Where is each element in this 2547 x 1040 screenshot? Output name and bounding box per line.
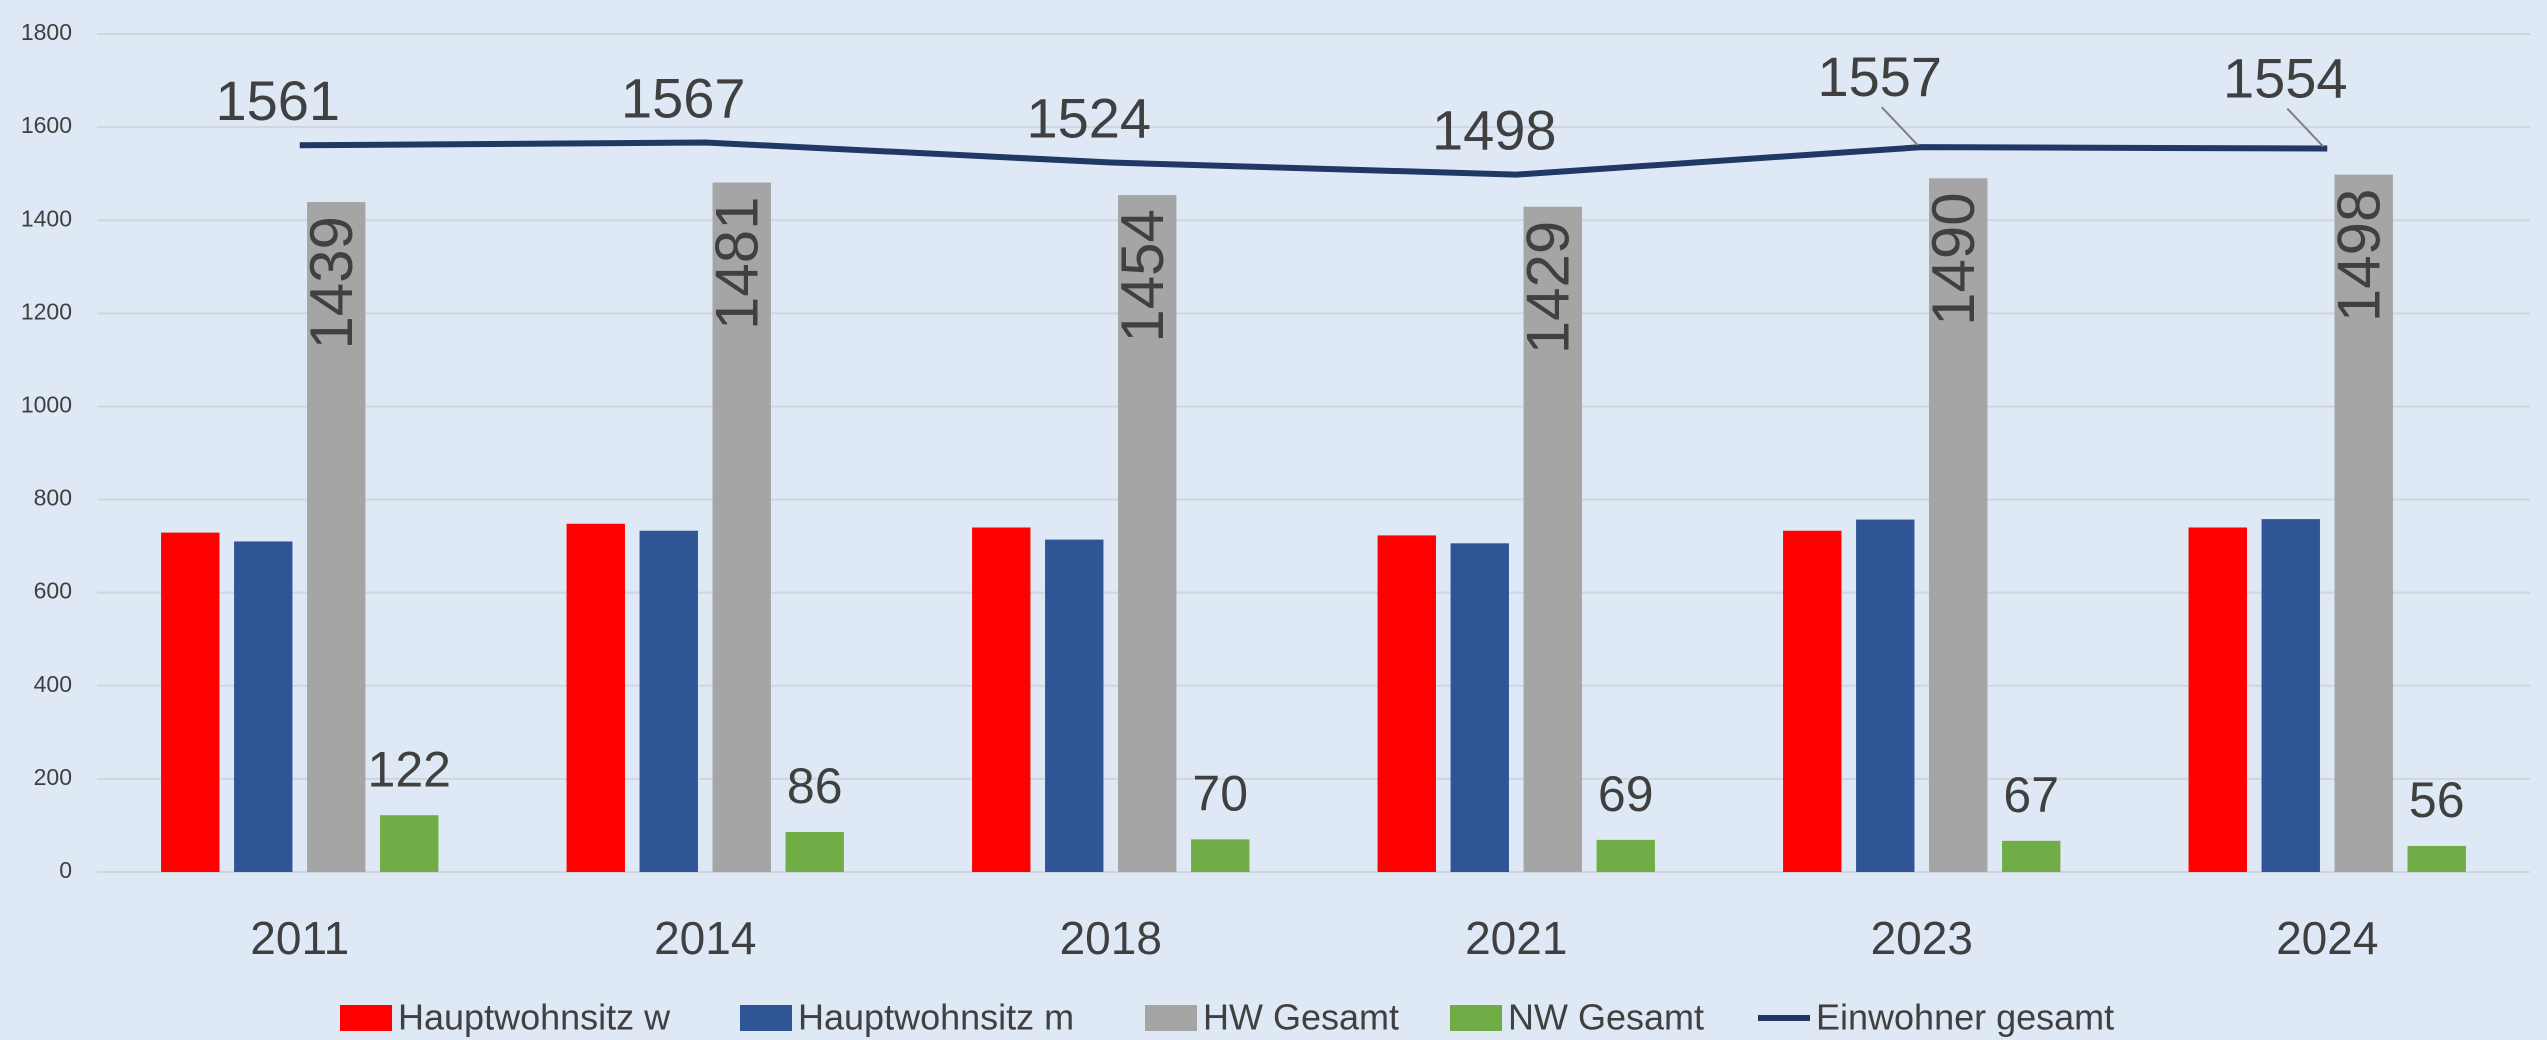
bar (566, 523, 625, 872)
y-tick-label: 400 (34, 671, 72, 697)
data-label: 1498 (1432, 98, 1557, 161)
data-label: 122 (368, 741, 451, 797)
data-label: 67 (2003, 767, 2059, 823)
data-label: 1554 (2223, 46, 2348, 109)
bar (307, 202, 366, 872)
data-label: 1454 (1109, 209, 1176, 342)
data-label: 70 (1192, 766, 1248, 822)
bar (2188, 527, 2247, 872)
bar (1596, 839, 1655, 872)
y-tick-label: 1200 (21, 298, 72, 324)
bar (1523, 206, 1582, 872)
bar (2407, 845, 2466, 872)
data-label: 86 (787, 758, 843, 814)
data-label: 1561 (215, 69, 340, 132)
legend-swatch (740, 1005, 792, 1031)
bar (712, 182, 771, 873)
data-label: 1481 (704, 197, 771, 330)
legend-label: HW Gesamt (1203, 997, 1399, 1038)
x-tick-label: 2023 (1871, 912, 1973, 964)
y-tick-label: 1400 (21, 205, 72, 231)
x-tick-label: 2024 (2276, 912, 2378, 964)
y-tick-label: 1000 (21, 392, 72, 418)
bar (1045, 539, 1104, 872)
y-tick-label: 1800 (21, 19, 72, 45)
bar (1191, 839, 1250, 872)
legend-swatch (1145, 1005, 1197, 1031)
y-tick-label: 0 (59, 857, 72, 883)
bar (972, 527, 1031, 872)
y-tick-label: 1600 (21, 112, 72, 138)
legend-label: Hauptwohnsitz w (398, 997, 671, 1038)
bar (380, 815, 439, 872)
bar (1118, 195, 1177, 873)
legend-label: Einwohner gesamt (1816, 997, 2114, 1038)
leader-line (2286, 107, 2324, 148)
bar (1450, 543, 1509, 872)
legend-swatch (1450, 1005, 1502, 1031)
bar (1929, 178, 1988, 873)
leader-line (1881, 106, 1919, 146)
y-tick-label: 800 (34, 485, 72, 511)
x-tick-label: 2014 (654, 912, 756, 964)
y-tick-label: 200 (34, 764, 72, 790)
legend-label: Hauptwohnsitz m (798, 997, 1074, 1038)
bar (1783, 530, 1842, 872)
data-label: 1567 (621, 66, 746, 129)
data-label: 1429 (1515, 221, 1582, 354)
data-label: 1490 (1920, 192, 1987, 325)
bar (234, 541, 293, 872)
data-label: 69 (1598, 766, 1654, 822)
line (299, 139, 2328, 178)
y-tick-label: 600 (34, 578, 72, 604)
bar (785, 831, 844, 872)
legend-label: NW Gesamt (1508, 997, 1704, 1038)
data-label: 56 (2409, 772, 2465, 828)
x-tick-label: 2011 (250, 912, 349, 964)
bar (639, 530, 698, 872)
bar (161, 532, 220, 872)
x-tick-label: 2021 (1465, 912, 1567, 964)
legend-swatch (340, 1005, 392, 1031)
data-label: 1498 (2326, 189, 2393, 322)
data-label: 1557 (1817, 45, 1942, 108)
bar (2002, 840, 2061, 872)
bar (1377, 535, 1436, 872)
data-label: 1439 (298, 216, 365, 349)
data-label: 1524 (1026, 86, 1151, 149)
x-tick-label: 2018 (1060, 912, 1162, 964)
bar (1856, 519, 1915, 872)
bar (2261, 519, 2320, 872)
bar (2334, 174, 2393, 872)
